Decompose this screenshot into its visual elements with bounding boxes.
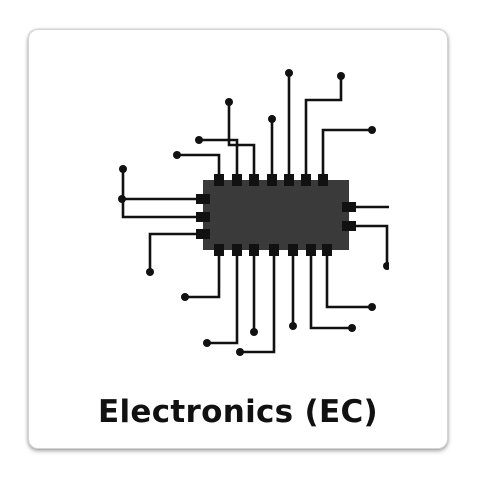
electronics-card[interactable]: Electronics (EC) [28,29,448,449]
integrated-circuit-chip-icon [89,65,389,395]
card-title: Electronics (EC) [98,394,378,430]
